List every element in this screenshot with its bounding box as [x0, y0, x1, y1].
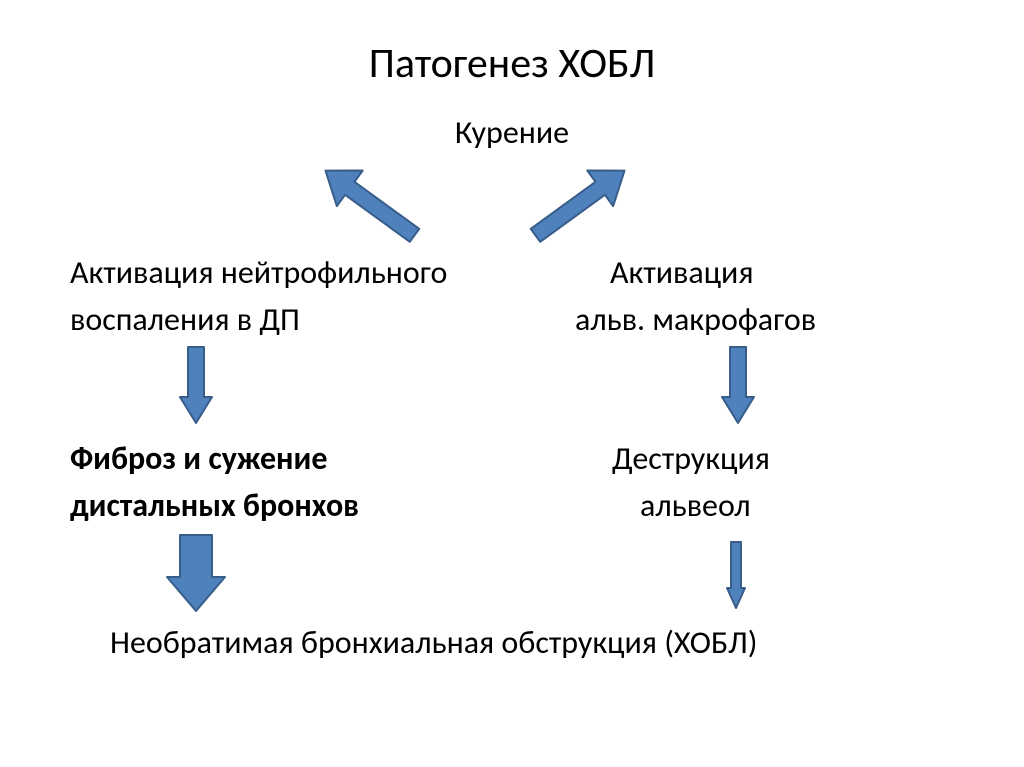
node-smoking: Курение	[0, 110, 1024, 156]
arrow-top-left-icon	[300, 158, 440, 248]
arrow-mid-right-icon	[720, 345, 756, 425]
node-right-2a: Деструкция	[612, 436, 770, 482]
node-right-2b: альвеол	[640, 483, 751, 529]
arrow-top-right-icon	[510, 158, 650, 248]
node-left-2a: Фиброз и сужение	[70, 436, 327, 482]
node-left-2b: дистальных бронхов	[70, 483, 359, 529]
node-left-1b: воспаления в ДП	[70, 297, 300, 343]
arrow-bot-right-icon	[725, 540, 747, 610]
arrow-mid-left-icon	[178, 345, 214, 425]
node-left-1a: Активация нейтрофильного	[70, 250, 447, 296]
node-right-1a: Активация	[610, 250, 754, 296]
slide-title: Патогенез ХОБЛ	[0, 38, 1024, 89]
arrow-bot-left-icon	[165, 533, 227, 613]
slide: Патогенез ХОБЛ Курение Активация нейтроф…	[0, 0, 1024, 767]
node-right-1b: альв. макрофагов	[575, 297, 816, 343]
node-result: Необратимая бронхиальная обструкция (ХОБ…	[110, 620, 757, 666]
